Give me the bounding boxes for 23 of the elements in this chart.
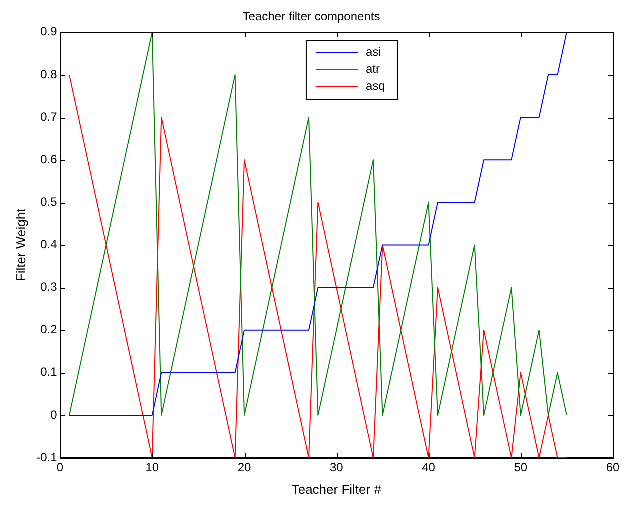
y-tick-label: 0.8 <box>40 67 58 82</box>
chart-title: Teacher filter components <box>242 10 380 24</box>
y-tick-label: 0.6 <box>40 152 58 166</box>
y-tick-label: 0.1 <box>40 365 58 380</box>
y-tick-label: 0.7 <box>40 110 58 124</box>
x-tick-label: 60 <box>606 460 620 475</box>
y-tick-label: 0.2 <box>40 322 58 337</box>
legend-label: asq <box>366 79 386 94</box>
y-tick-label: 0.3 <box>40 280 58 294</box>
x-tick-label: 20 <box>238 460 252 475</box>
y-tick-label: 0.4 <box>40 238 58 252</box>
x-axis-title: Teacher Filter # <box>292 482 382 497</box>
x-tick-label: 40 <box>422 460 436 475</box>
legend-label: asi <box>366 45 382 60</box>
y-axis-title: Filter Weight <box>13 208 28 282</box>
y-tick-label: 0.9 <box>40 24 58 39</box>
x-tick-label: 10 <box>146 460 160 475</box>
legend-label: atr <box>366 62 380 76</box>
x-tick-label: 30 <box>330 460 344 475</box>
x-tick-label: 50 <box>514 460 528 475</box>
y-tick-label: -0.1 <box>36 450 58 464</box>
y-tick-label: 0 <box>50 408 58 422</box>
y-tick-label: 0.5 <box>40 194 58 209</box>
